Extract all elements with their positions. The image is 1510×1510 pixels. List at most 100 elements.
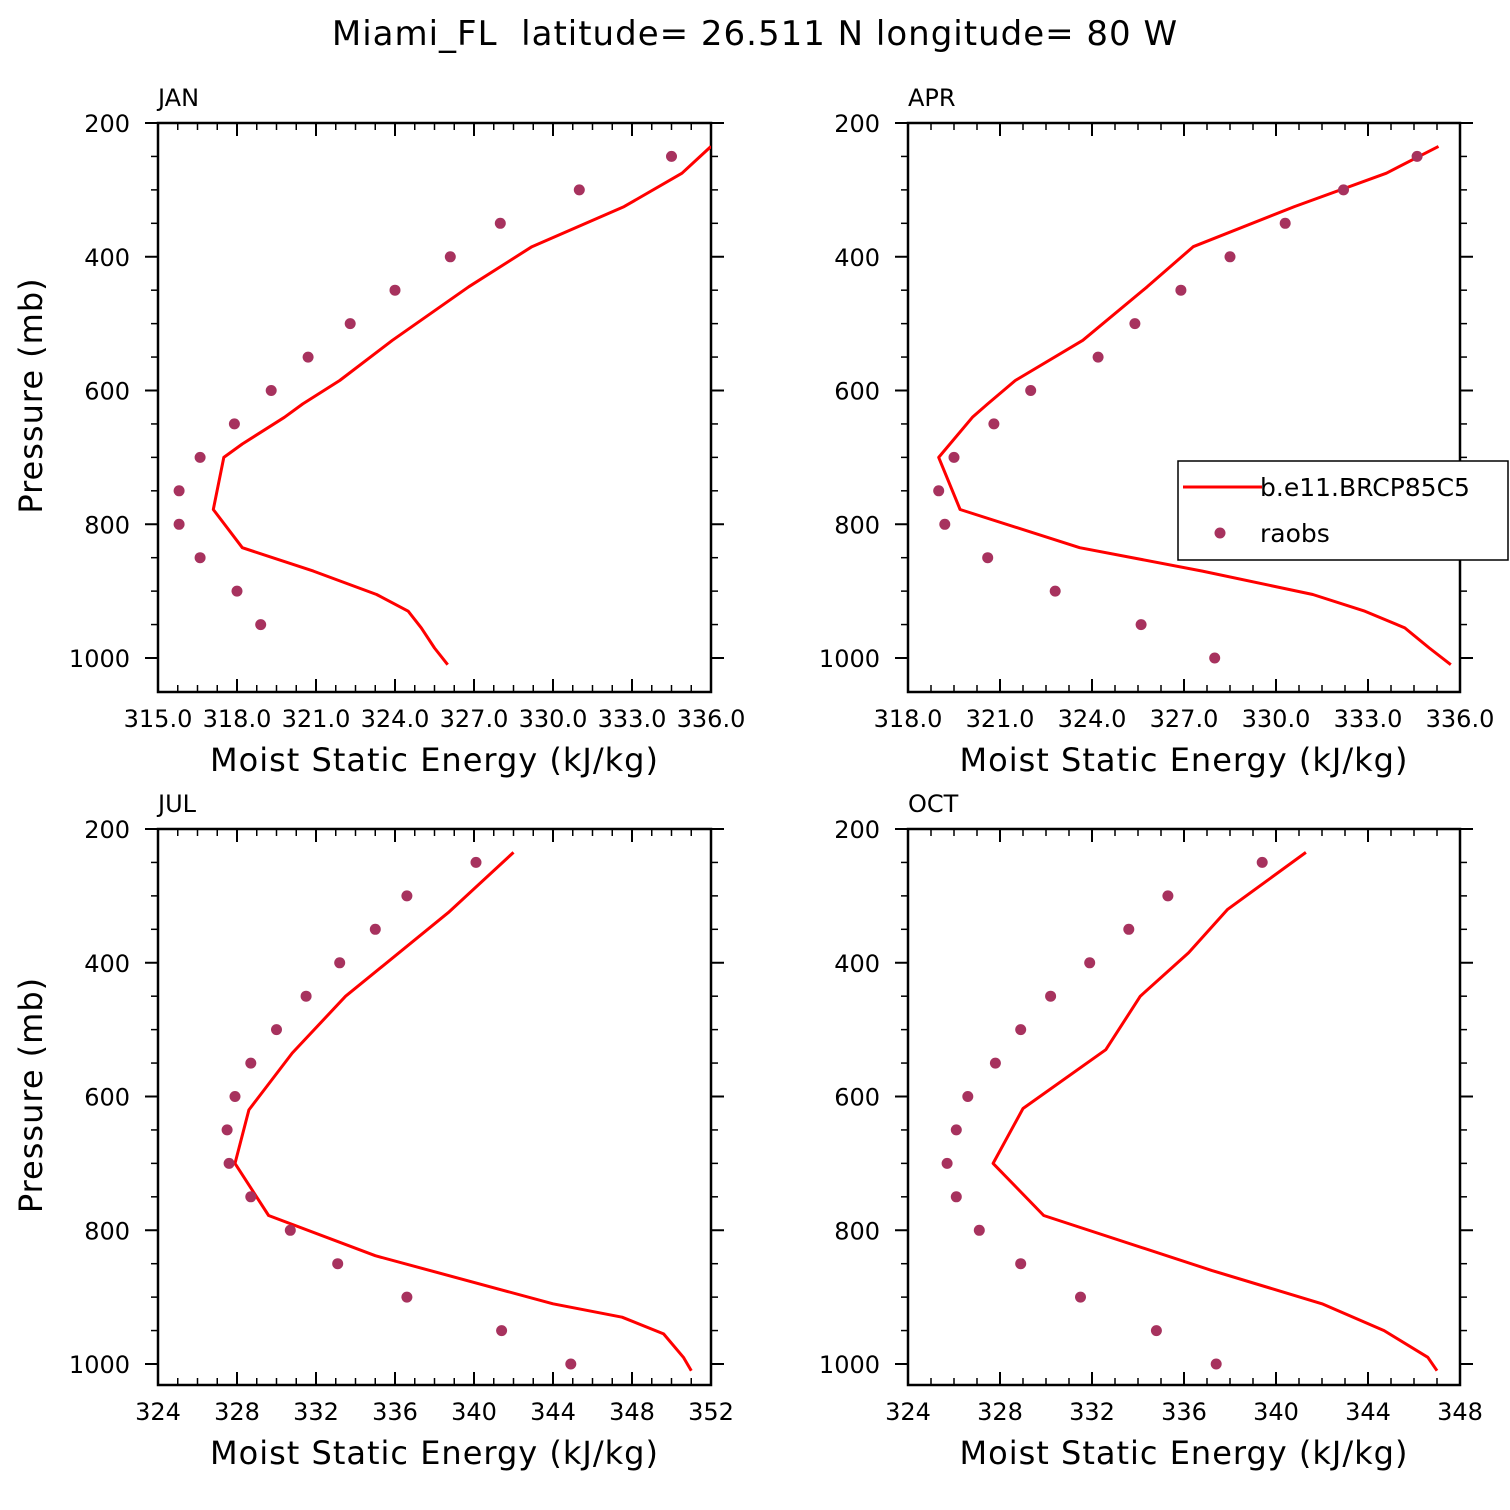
- x-tick-label: 336.0: [1426, 705, 1495, 733]
- model-series-line: [233, 851, 693, 1372]
- raobs-point: [1175, 284, 1187, 296]
- panel-title: JUL: [156, 790, 197, 818]
- y-tick-label: 400: [834, 950, 880, 978]
- x-tick-label: 352: [688, 1398, 734, 1426]
- legend-dot-swatch: [1214, 527, 1226, 539]
- raobs-point: [401, 890, 413, 902]
- raobs-point: [284, 1224, 296, 1236]
- x-tick-label: 336: [1161, 1398, 1207, 1426]
- raobs-point: [401, 1291, 413, 1303]
- y-tick-label: 800: [834, 1217, 880, 1245]
- x-axis-label: Moist Static Energy (kJ/kg): [210, 1434, 659, 1472]
- y-tick-label: 800: [84, 511, 130, 539]
- y-tick-label: 400: [84, 244, 130, 272]
- raobs-point: [245, 1191, 257, 1203]
- y-tick-label: 600: [834, 1084, 880, 1112]
- raobs-point: [194, 552, 206, 564]
- x-tick-label: 330.0: [519, 705, 588, 733]
- raobs-point: [221, 1124, 233, 1136]
- model-series-line: [211, 145, 711, 666]
- legend: b.e11.BRCP85C5 raobs: [1177, 460, 1509, 561]
- raobs-point: [989, 1057, 1001, 1069]
- x-tick-label: 333.0: [598, 705, 667, 733]
- y-tick-label: 1000: [69, 645, 130, 673]
- plot-frame: [906, 121, 1462, 694]
- raobs-point: [1075, 1291, 1086, 1303]
- plot-area: [173, 145, 711, 666]
- x-tick-label: 328: [977, 1398, 1023, 1426]
- raobs-point: [173, 485, 185, 497]
- raobs-point: [1338, 184, 1349, 196]
- x-tick-label: 348: [609, 1398, 655, 1426]
- raobs-point: [334, 957, 346, 969]
- raobs-point: [948, 451, 960, 463]
- x-tick-label: 348: [1437, 1398, 1483, 1426]
- y-tick-label: 200: [84, 816, 130, 844]
- raobs-point: [939, 518, 951, 530]
- y-tick-label: 1000: [819, 645, 880, 673]
- panel-jul: JUL 324 328 332 336 340 344 348 352 200 400 600 800 1…: [12, 790, 734, 1472]
- model-series-line: [937, 145, 1452, 666]
- x-axis-label: Moist Static Energy (kJ/kg): [210, 741, 659, 779]
- y-tick-label: 200: [84, 110, 130, 138]
- y-tick-label: 600: [834, 378, 880, 406]
- x-tick-label: 336: [372, 1398, 418, 1426]
- x-tick-label: 340: [451, 1398, 497, 1426]
- x-tick-label: 332: [1069, 1398, 1115, 1426]
- raobs-point: [494, 217, 506, 229]
- figure-title: Miami_FL latitude= 26.511 N longitude= 8…: [332, 14, 1178, 54]
- y-tick-label: 800: [84, 1217, 130, 1245]
- raobs-point: [332, 1258, 344, 1270]
- raobs-point: [228, 418, 240, 430]
- y-axis-label: Pressure (mb): [12, 977, 50, 1213]
- raobs-point: [369, 923, 381, 935]
- x-tick-label: 344: [1345, 1398, 1391, 1426]
- raobs-point: [1256, 856, 1268, 868]
- legend-label-raobs: raobs: [1260, 519, 1330, 548]
- raobs-point: [1084, 957, 1096, 969]
- panel-title: OCT: [908, 790, 959, 818]
- raobs-point: [1025, 385, 1037, 396]
- raobs-point: [1162, 890, 1174, 902]
- raobs-point: [1092, 351, 1104, 363]
- legend-box: [1177, 460, 1509, 561]
- x-tick-label: 332: [293, 1398, 339, 1426]
- x-tick-label: 340: [1253, 1398, 1299, 1426]
- x-tick-label: 324: [885, 1398, 931, 1426]
- raobs-point: [1411, 150, 1423, 162]
- y-tick-label: 800: [834, 511, 880, 539]
- y-tick-label: 1000: [819, 1351, 880, 1379]
- raobs-point: [173, 518, 185, 530]
- plot-area: [221, 851, 693, 1372]
- x-tick-label: 344: [530, 1398, 576, 1426]
- x-tick-label: 336.0: [677, 705, 746, 733]
- x-tick-label: 327.0: [1150, 705, 1219, 733]
- raobs-point: [573, 184, 585, 196]
- y-tick-label: 600: [84, 1084, 130, 1112]
- raobs-point: [223, 1157, 235, 1169]
- raobs-point: [389, 284, 401, 296]
- raobs-point: [496, 1325, 508, 1337]
- raobs-point: [950, 1124, 962, 1136]
- x-tick-label: 328: [214, 1398, 260, 1426]
- y-axis-label: Pressure (mb): [12, 277, 50, 513]
- x-tick-label: 333.0: [1334, 705, 1403, 733]
- x-tick-label: 318.0: [203, 705, 272, 733]
- panel-title: JAN: [156, 84, 199, 112]
- raobs-point: [255, 619, 267, 631]
- x-tick-label: 318.0: [874, 705, 943, 733]
- x-axis-label: Moist Static Energy (kJ/kg): [960, 1434, 1409, 1472]
- raobs-point: [1049, 585, 1061, 597]
- panel-title: APR: [908, 84, 956, 112]
- y-tick-label: 400: [84, 950, 130, 978]
- panel-jan: JAN 315.0 318.0 321.0 324.0 327.0 330.0 333.0 33…: [12, 84, 745, 779]
- x-tick-label: 327.0: [440, 705, 509, 733]
- raobs-point: [950, 1191, 962, 1203]
- plot-area: [933, 145, 1452, 666]
- raobs-point: [1224, 251, 1236, 263]
- y-tick-label: 1000: [69, 1351, 130, 1379]
- raobs-point: [302, 351, 314, 363]
- y-tick-label: 400: [834, 244, 880, 272]
- raobs-point: [1123, 923, 1135, 935]
- raobs-point: [1150, 1325, 1162, 1337]
